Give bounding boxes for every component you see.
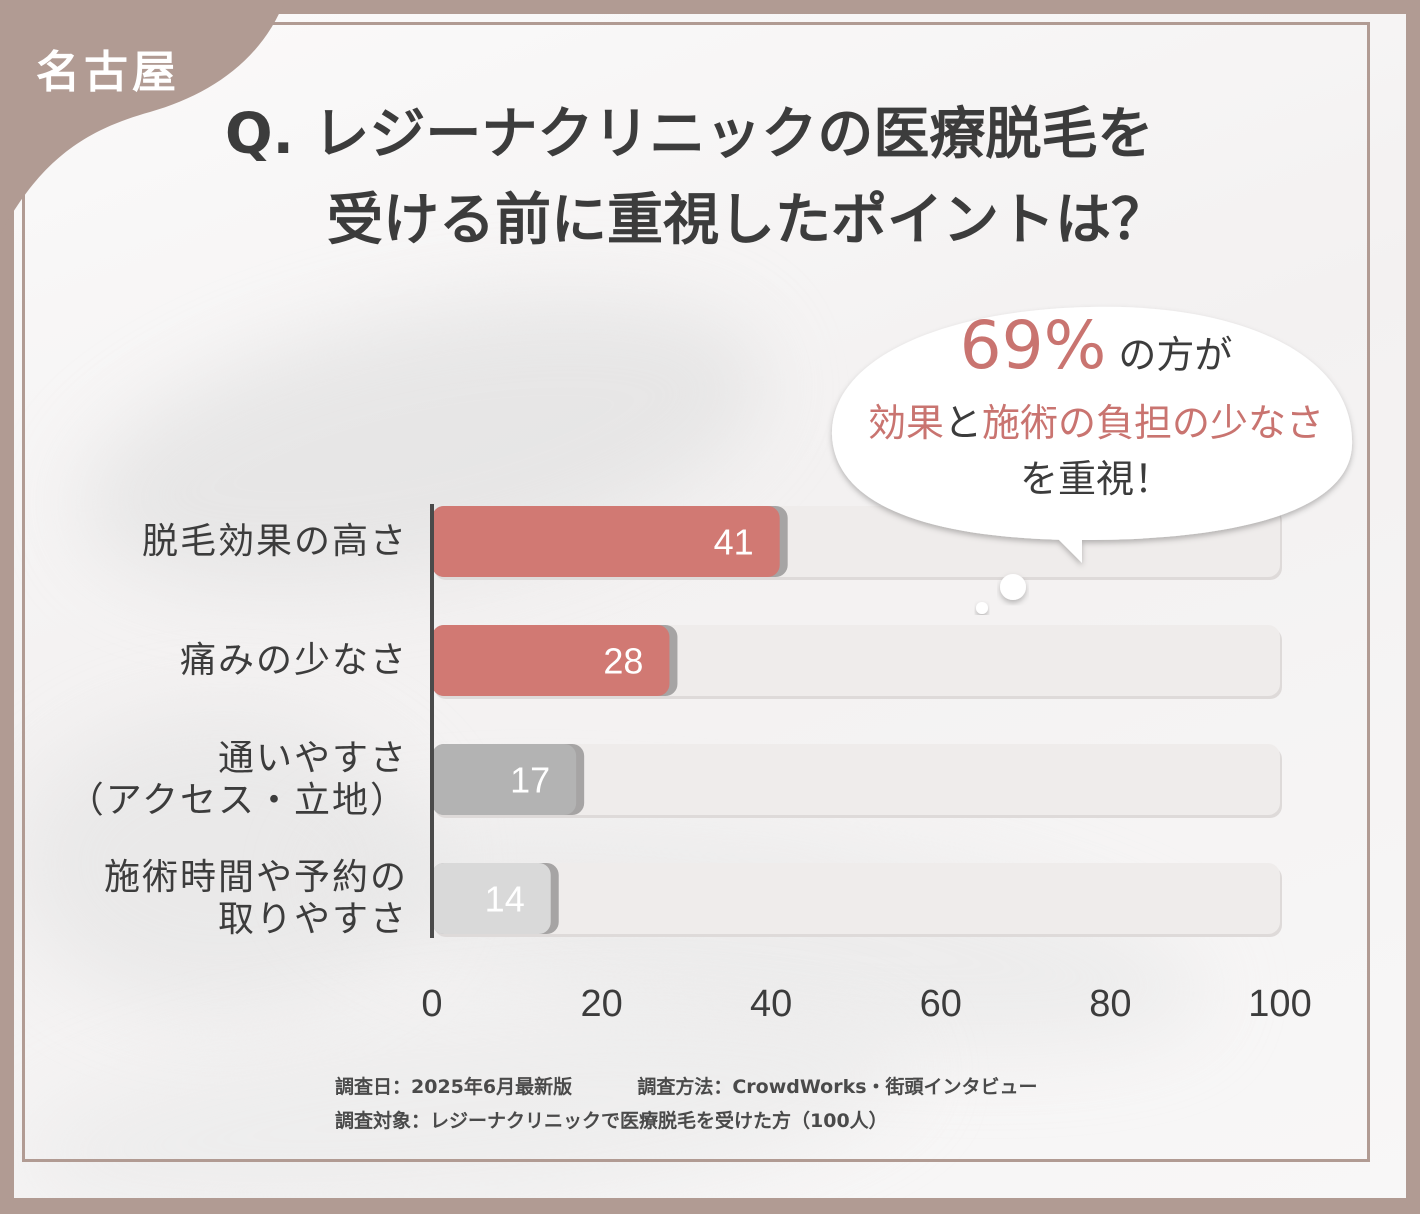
region-corner-badge [0,0,290,240]
title-line-2: 受ける前に重視したポイントは？ [327,188,1167,253]
bar-value-label: 28 [603,641,643,682]
category-label-line: （アクセス・立地） [67,779,408,821]
bar [432,625,670,696]
x-tick-label: 0 [421,983,442,1025]
category-label-line: 施術時間や予約の [103,856,408,898]
bar-value-label: 17 [510,760,550,801]
footer-target: 調査対象：レジーナクリニックで医療脱毛を受けた方（100人） [335,1110,888,1132]
footer-date: 調査日：2025年6月最新版 [335,1076,573,1098]
callout-percent: 69% [959,307,1107,384]
category-label: 痛みの少なさ [180,640,408,682]
x-tick-label: 80 [1089,983,1131,1025]
footer-line-1: 調査日：2025年6月最新版 調査方法：CrowdWorks・街頭インタビュー [335,1072,1038,1099]
category-label: 施術時間や予約の 取りやすさ [104,857,408,941]
callout-accent-burden: 施術の負担の少なさ [982,401,1325,445]
callout-text: 69% の方が 効果と施術の負担の少なさ を重視！ [836,306,1356,507]
category-label-line: 通いやすさ [217,737,408,779]
callout-line1-suffix: の方が [1118,333,1233,377]
x-tick-label: 40 [750,983,792,1025]
bar-track [432,863,1280,934]
callout-line3: を重視！ [1019,457,1172,501]
page-title: Q. レジーナクリニックの医療脱毛を 受ける前に重視したポイントは？ [225,92,1325,264]
infographic-card [14,14,1406,1198]
category-label-line: 取りやすさ [217,898,408,940]
x-tick-label: 20 [580,983,622,1025]
bar-track [432,744,1280,815]
x-tick-label: 100 [1248,983,1311,1025]
bar-value-label: 41 [714,522,754,563]
category-label-line: 脱毛効果の高さ [141,520,408,562]
callout-connector: と [943,401,982,445]
footer-method: 調査方法：CrowdWorks・街頭インタビュー [637,1076,1038,1098]
callout-accent-effect: 効果 [867,401,944,445]
title-line-1: Q. レジーナクリニックの医療脱毛を [225,102,1154,167]
region-label: 名古屋 [36,47,180,98]
bar [432,744,577,815]
category-label-line: 痛みの少なさ [179,639,408,681]
bar-value-label: 14 [485,879,525,920]
bar [432,863,551,934]
x-tick-label: 60 [920,983,962,1025]
bar [432,506,780,577]
category-label: 脱毛効果の高さ [142,521,408,563]
category-label: 通いやすさ （アクセス・立地） [68,738,408,822]
callout-bubble [831,306,1353,614]
